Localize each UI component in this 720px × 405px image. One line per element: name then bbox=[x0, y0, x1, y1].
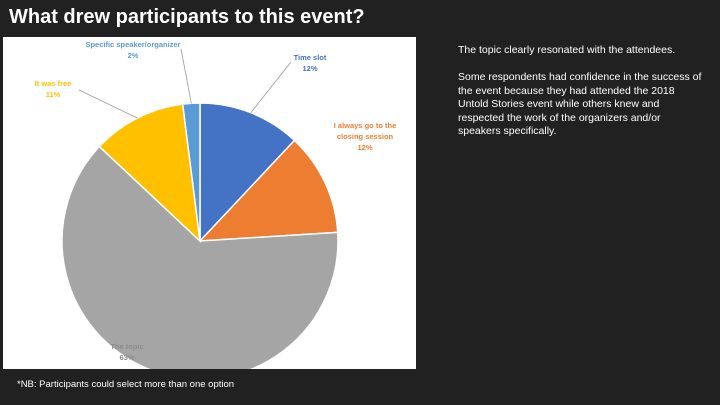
commentary: The topic clearly resonated with the att… bbox=[458, 44, 703, 152]
data-label-percent-2: 12% bbox=[357, 143, 372, 152]
footnote: *NB: Participants could select more than… bbox=[17, 379, 235, 390]
pie-chart-svg: Time slot 12% I always go to the closing se… bbox=[35, 40, 397, 369]
leader-line-4 bbox=[78, 89, 138, 119]
data-label-category-1: Time slot bbox=[294, 53, 327, 62]
commentary-paragraph-1: The topic clearly resonated with the att… bbox=[458, 44, 676, 56]
data-label-percent-5: 2% bbox=[128, 51, 139, 60]
commentary-paragraph-2: Some respondents had confidence in the s… bbox=[458, 71, 702, 137]
data-label-category-5: Specific speaker/organizer bbox=[85, 40, 180, 49]
slide-title: What drew participants to this event? bbox=[9, 6, 365, 28]
pie-slice-2 bbox=[198, 139, 339, 242]
leader-line-5 bbox=[180, 48, 192, 104]
pie-chart: Time slot 12% I always go to the closing se… bbox=[3, 37, 416, 369]
pie-slices bbox=[61, 102, 339, 369]
data-label-category-2: I always go to the bbox=[334, 121, 397, 130]
leader-line-1 bbox=[250, 61, 292, 113]
pie-slice-1 bbox=[199, 102, 296, 243]
data-labels: Time slot 12% I always go to the closing se… bbox=[35, 40, 397, 362]
data-label-percent-3: 63% bbox=[119, 353, 134, 362]
data-label-category-3: The topic bbox=[110, 342, 143, 351]
pie-slice-5 bbox=[181, 102, 201, 242]
leader-lines bbox=[78, 48, 292, 119]
pie-slice-4 bbox=[98, 103, 202, 243]
data-label-category-2: closing session bbox=[337, 132, 394, 141]
data-label-category-4: It was free bbox=[35, 79, 72, 88]
data-label-percent-1: 12% bbox=[302, 64, 317, 73]
data-label-percent-4: 11% bbox=[46, 90, 61, 99]
pie-slice-3 bbox=[61, 145, 339, 369]
